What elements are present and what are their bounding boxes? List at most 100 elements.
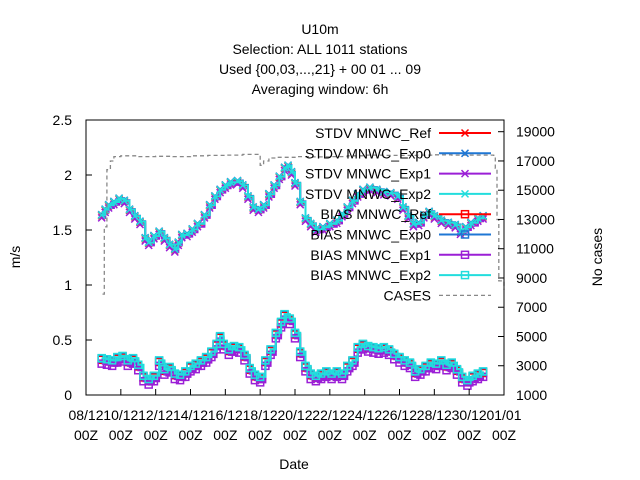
series-bias-mnwc-exp2-point — [447, 358, 456, 367]
series-bias-mnwc-exp2-point — [363, 341, 373, 351]
series-stdv-mnwc-exp2-point — [386, 189, 395, 198]
series-stdv-mnwc-exp2-point — [270, 181, 279, 190]
series-cases-line — [102, 153, 505, 295]
series-bias-mnwc-exp2-point — [201, 352, 211, 362]
series-bias-mnwc-exp1-point — [452, 370, 462, 379]
legend-swatch-point — [460, 250, 470, 260]
series-stdv-mnwc-exp2-point — [287, 168, 296, 177]
series-bias-mnwc-exp2-point — [280, 309, 289, 319]
legend-swatch-point — [460, 209, 470, 219]
x-tick-label-hour: 00Z — [283, 427, 308, 443]
series-bias-mnwc-exp2-point — [261, 356, 270, 365]
series-bias-mnwc-exp2-point — [118, 351, 127, 361]
series-stdv-mnwc-exp2-point — [170, 245, 179, 254]
x-tick-label-hour: 00Z — [109, 427, 134, 443]
x-tick-label-date: 08/12 — [68, 407, 103, 423]
series-bias-mnwc-exp1-point — [290, 334, 300, 343]
series-stdv-mnwc-exp2-point — [125, 205, 134, 214]
legend-label: BIAS MNWC_Exp1 — [310, 247, 431, 263]
series-bias-mnwc-exp2 — [97, 309, 488, 385]
series-stdv-mnwc-exp2-point — [343, 203, 352, 212]
x-tick-label-hour: 00Z — [422, 427, 447, 443]
series-stdv-mnwc-exp2-point — [115, 194, 124, 203]
series-bias-mnwc-exp1-point — [327, 374, 336, 384]
series-stdv-mnwc-exp2-point — [290, 179, 300, 188]
series-bias-mnwc-exp1-point — [285, 319, 295, 329]
y2-tick-label: 15000 — [516, 182, 555, 198]
legend-swatch-point — [460, 128, 470, 138]
series-bias-mnwc-exp2-point — [463, 375, 472, 385]
series-stdv-mnwc-exp2-point — [284, 161, 293, 170]
series-bias-mnwc-exp2-point — [255, 372, 265, 382]
series-bias-mnwc-exp2-point — [229, 341, 239, 351]
series-bias-mnwc-exp1-point — [374, 349, 383, 358]
series-bias-mnwc-exp2-point — [290, 328, 300, 338]
y2-tick-label: 13000 — [516, 211, 555, 227]
legend-label: STDV MNWC_Exp0 — [305, 145, 431, 161]
x-tick-label-date: 28/12 — [417, 407, 452, 423]
y-tick-label: 1 — [64, 277, 72, 293]
series-stdv-mnwc-exp2-point — [430, 212, 439, 221]
x-tick-label-hour: 00Z — [353, 427, 378, 443]
series-stdv-mnwc-exp2-point — [226, 178, 235, 187]
series-cases — [102, 153, 505, 295]
x-tick-label-date: 12/12 — [138, 407, 173, 423]
x-tick-label-hour: 00Z — [457, 427, 482, 443]
series-stdv-mnwc-exp2-point — [398, 203, 408, 212]
y2-tick-label: 19000 — [516, 124, 555, 140]
x-tick-label-hour: 00Z — [492, 427, 517, 443]
y-tick-label: 0 — [64, 387, 72, 403]
x-tick-label-date: 01/01 — [486, 407, 521, 423]
y-tick-label: 0.5 — [53, 332, 73, 348]
series-stdv-mnwc-exp2 — [97, 161, 488, 254]
legend-swatch-point — [460, 230, 470, 239]
series-bias-mnwc-exp1-point — [160, 370, 169, 379]
legend-entry-cases: CASES — [384, 287, 491, 303]
x-tick-label-date: 22/12 — [312, 407, 347, 423]
series-stdv-mnwc-exp2-point — [120, 196, 129, 205]
y2-tick-label: 17000 — [516, 153, 555, 169]
series-bias-mnwc-exp1-point — [240, 356, 249, 365]
series-bias-mnwc-exp1-point — [170, 374, 180, 384]
legend: STDV MNWC_Ref STDV MNWC_Exp0 STDV MNWC_Exp… — [305, 125, 491, 303]
series-bias-mnwc-exp1-point — [301, 367, 310, 376]
x-tick-label-date: 24/12 — [347, 407, 382, 423]
series-bias-mnwc-exp2-point — [468, 371, 477, 380]
series-stdv-mnwc-exp2-point — [325, 219, 334, 228]
series-stdv-mnwc-exp2-point — [144, 238, 153, 247]
series-bias-mnwc-exp2-point — [369, 342, 378, 352]
legend-swatch-point — [460, 270, 470, 280]
series-bias-mnwc-exp2-point — [374, 344, 383, 353]
ticks-layer: 0 0.5 1 1.5 2 2.5 1000 3000 5000 7000 9000 11000 130… — [53, 112, 556, 443]
legend-entry-stdv-mnwc-exp2: STDV MNWC_Exp2 — [305, 186, 491, 202]
series-bias-mnwc-exp2-point — [405, 358, 415, 367]
series-bias-mnwc-exp2-point — [384, 345, 394, 354]
series-bias-mnwc-exp1-point — [410, 372, 420, 382]
series-bias-mnwc-exp1-point — [363, 347, 373, 356]
series-bias-mnwc-exp2-point — [240, 350, 249, 360]
series-stdv-mnwc-exp2-point — [238, 181, 247, 190]
legend-swatch-point — [460, 169, 470, 178]
series-stdv-mnwc-exp2-point — [193, 219, 202, 228]
series-bias-mnwc-exp2-point — [337, 369, 347, 378]
series-stdv-mnwc-exp2-point — [318, 223, 327, 232]
series-stdv-mnwc-exp2-point — [332, 216, 341, 225]
series-stdv-mnwc-exp2-point — [404, 212, 413, 221]
series-bias-mnwc-exp2-point — [379, 342, 389, 352]
series-bias-mnwc-exp2-point — [266, 345, 275, 354]
series-stdv-mnwc-exp2-point — [259, 201, 268, 210]
series-bias-mnwc-exp2-point — [102, 355, 112, 364]
y-tick-label: 1.5 — [53, 222, 73, 238]
series-stdv-mnwc-exp2-point — [243, 192, 253, 201]
series-stdv-mnwc-exp2-point — [466, 218, 475, 227]
series-bias-mnwc-exp2-point — [400, 356, 409, 365]
y-axis-label: m/s — [7, 246, 23, 269]
series-stdv-mnwc-exp2-point — [104, 201, 113, 210]
series-bias-mnwc-exp2-point — [160, 364, 169, 374]
series-bias-mnwc-exp2-point — [165, 362, 174, 372]
series-bias-mnwc-exp1-point — [102, 360, 112, 369]
series-bias-mnwc-exp1-point — [134, 366, 143, 375]
legend-entry-bias-mnwc-ref: BIAS MNWC_Ref — [321, 206, 491, 222]
series-bias-mnwc-exp2-point — [123, 356, 133, 365]
